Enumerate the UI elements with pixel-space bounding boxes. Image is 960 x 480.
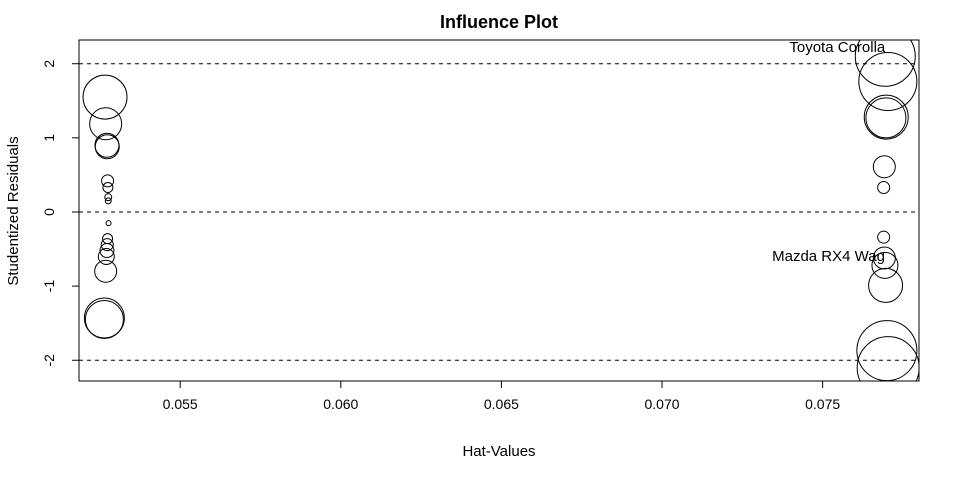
bubble-point [858, 52, 918, 112]
bubble-point [868, 267, 904, 303]
x-axis-label: Hat-Values [462, 443, 535, 460]
bubble-point [94, 259, 118, 283]
bubble-point [871, 251, 899, 279]
plot-frame [78, 39, 920, 382]
y-tick-label: 1 [41, 134, 57, 142]
y-tick-label: -1 [41, 280, 57, 293]
bubble-point [99, 243, 115, 259]
bubble-point [854, 40, 916, 87]
point-label: Mazda RX4 Wag [772, 248, 885, 265]
bubble-point [101, 174, 115, 188]
bubble-point [97, 247, 115, 265]
y-tick-label: -2 [41, 354, 57, 367]
bubble-point [104, 193, 113, 202]
x-tick-label: 0.060 [323, 396, 358, 412]
bubble-point [856, 320, 918, 381]
bubble-point [104, 197, 112, 205]
bubble-point [82, 74, 128, 120]
bubble-point [105, 220, 112, 227]
x-axis: 0.055 0.060 0.065 0.070 0.075 [163, 380, 840, 412]
reference-lines [79, 63, 919, 361]
chart-title: Influence Plot [440, 12, 558, 32]
x-tick-label: 0.070 [644, 396, 679, 412]
bubble-point [100, 238, 114, 252]
bubble-point [94, 134, 120, 160]
bubble-point [863, 94, 909, 140]
bubble-point [84, 299, 124, 339]
x-tick-label: 0.075 [805, 396, 840, 412]
x-tick-label: 0.055 [163, 396, 198, 412]
bubble-point [94, 132, 120, 158]
bubble-point [877, 230, 891, 244]
y-tick-label: 0 [41, 208, 57, 216]
bubble-point [872, 155, 896, 179]
y-tick-label: 2 [41, 60, 57, 68]
bubbles [82, 40, 919, 381]
bubble-point [102, 182, 114, 194]
bubble-point [856, 336, 919, 381]
bubble-point [877, 181, 891, 195]
y-axis: -2 -1 0 1 2 [41, 60, 80, 367]
y-axis-label: Studentized Residuals [5, 136, 22, 285]
bubble-point [865, 97, 907, 139]
bubble-point [89, 107, 123, 141]
x-tick-label: 0.065 [484, 396, 519, 412]
point-label: Toyota Corolla [789, 39, 886, 56]
point-annotations: Toyota Corolla Mazda RX4 Wag [772, 39, 886, 265]
